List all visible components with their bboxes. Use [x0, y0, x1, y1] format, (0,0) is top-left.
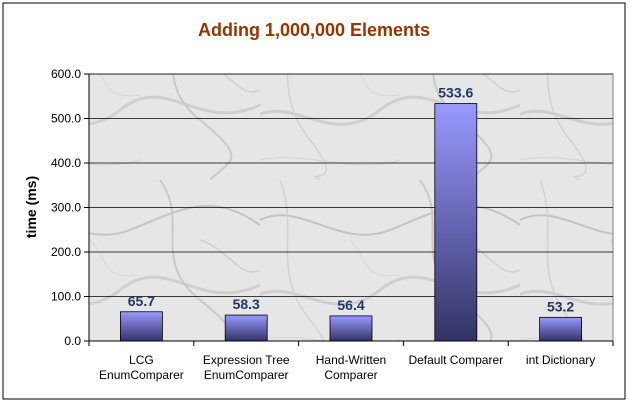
bars: [120, 103, 582, 342]
y-tick-label: 400.0: [51, 156, 81, 170]
gridlines: [89, 73, 613, 297]
axes: [84, 73, 614, 346]
bar: [224, 314, 268, 342]
chart-title: Adding 1,000,000 Elements: [198, 20, 430, 40]
value-label: 53.2: [547, 298, 574, 314]
category-label: EnumComparer: [204, 368, 289, 382]
category-label: Default Comparer: [408, 353, 503, 367]
labels: 0.0 100.0 200.0 300.0 400.0 500.0 600.0 65.7 LCG…: [51, 67, 595, 382]
y-tick-label: 100.0: [51, 290, 81, 304]
y-tick-label: 600.0: [51, 67, 81, 81]
value-label: 56.4: [337, 297, 364, 313]
y-axis-label: time (ms): [23, 176, 39, 238]
category-label: Comparer: [324, 368, 377, 382]
bar: [539, 316, 582, 342]
value-label: 65.7: [128, 293, 155, 309]
y-tick-label: 300.0: [51, 201, 81, 215]
y-tick-label: 200.0: [51, 245, 81, 259]
category-label: Expression Tree: [203, 353, 290, 367]
bar: [329, 315, 373, 342]
category-label: int Dictionary: [526, 353, 595, 367]
y-tick-label: 0.0: [64, 334, 81, 348]
category-label: EnumComparer: [99, 368, 184, 382]
value-label: 533.6: [438, 85, 473, 101]
category-label: LCG: [129, 353, 154, 367]
value-label: 58.3: [233, 296, 260, 312]
category-label: Hand-Written: [316, 353, 386, 367]
bar: [434, 103, 478, 342]
bar: [120, 311, 163, 342]
y-tick-label: 500.0: [51, 112, 81, 126]
